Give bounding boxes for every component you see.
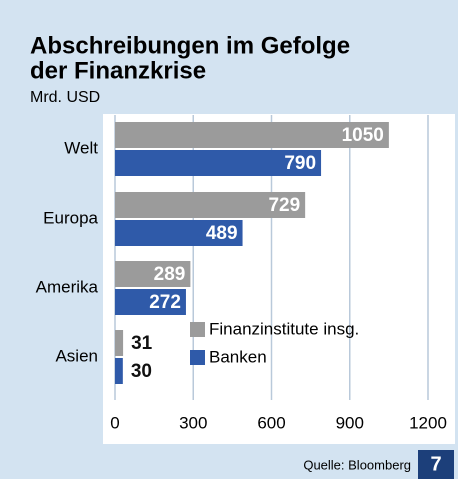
bar xyxy=(115,358,123,384)
x-tick-label: 600 xyxy=(257,413,285,432)
value-label: 31 xyxy=(131,333,153,354)
chart-subtitle: Mrd. USD xyxy=(30,89,100,106)
chart-title: der Finanzkrise xyxy=(30,57,206,84)
badge-box xyxy=(418,450,454,479)
legend-swatch xyxy=(190,350,205,365)
value-label: 489 xyxy=(206,223,238,244)
bar xyxy=(115,220,243,246)
legend-label: Finanzinstitute insg. xyxy=(209,319,359,338)
value-label: 1050 xyxy=(342,125,384,146)
badge: 7 xyxy=(430,453,441,475)
legend-swatch xyxy=(190,322,205,337)
value-label: 729 xyxy=(268,195,300,216)
x-tick-label: 1200 xyxy=(409,413,447,432)
bar xyxy=(115,122,389,148)
bar xyxy=(115,261,191,287)
bar xyxy=(115,150,322,176)
bar xyxy=(115,330,124,356)
source: Quelle: Bloomberg xyxy=(303,457,411,472)
y-tick-label: Welt xyxy=(64,138,98,157)
x-tick-label: 300 xyxy=(179,413,207,432)
chart-title: Abschreibungen im Gefolge xyxy=(30,32,350,59)
value-label: 30 xyxy=(131,361,152,382)
x-tick-label: 0 xyxy=(110,413,119,432)
x-tick-label: 900 xyxy=(336,413,364,432)
bar xyxy=(115,192,306,218)
y-tick-label: Europa xyxy=(43,208,98,227)
legend-label: Banken xyxy=(209,347,267,366)
value-label: 289 xyxy=(154,264,186,285)
value-label: 790 xyxy=(284,153,316,174)
value-label: 272 xyxy=(149,292,181,313)
bar xyxy=(115,289,186,315)
y-tick-label: Amerika xyxy=(36,277,99,296)
y-tick-label: Asien xyxy=(55,346,98,365)
